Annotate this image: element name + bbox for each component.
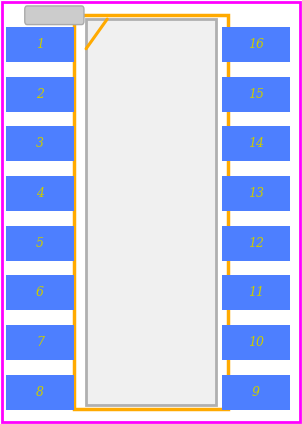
Bar [222, 375, 290, 410]
Text: 4: 4 [36, 187, 44, 200]
Text: 2: 2 [36, 88, 44, 100]
Text: 16: 16 [248, 38, 264, 51]
Text: 6: 6 [36, 286, 44, 299]
Bar [222, 126, 290, 161]
Bar [6, 27, 74, 62]
Bar [86, 19, 216, 405]
Text: 3: 3 [36, 137, 44, 151]
Bar [222, 176, 290, 211]
Text: 5: 5 [36, 237, 44, 250]
Text: 10: 10 [248, 336, 264, 349]
Bar [6, 126, 74, 161]
Text: 1: 1 [36, 38, 44, 51]
Text: 12: 12 [248, 237, 264, 250]
Bar [222, 77, 290, 112]
Bar [222, 27, 290, 62]
FancyBboxPatch shape [25, 6, 84, 25]
Bar [6, 276, 74, 310]
Bar [222, 276, 290, 310]
Bar [74, 15, 228, 409]
Text: 8: 8 [36, 386, 44, 399]
Text: 15: 15 [248, 88, 264, 100]
Bar [6, 226, 74, 261]
Text: 14: 14 [248, 137, 264, 151]
Text: 13: 13 [248, 187, 264, 200]
Text: 11: 11 [248, 286, 264, 299]
Bar [222, 226, 290, 261]
Bar [6, 375, 74, 410]
Text: 9: 9 [252, 386, 260, 399]
Bar [6, 77, 74, 112]
Bar [6, 325, 74, 360]
Text: 7: 7 [36, 336, 44, 349]
Bar [6, 176, 74, 211]
Bar [222, 325, 290, 360]
